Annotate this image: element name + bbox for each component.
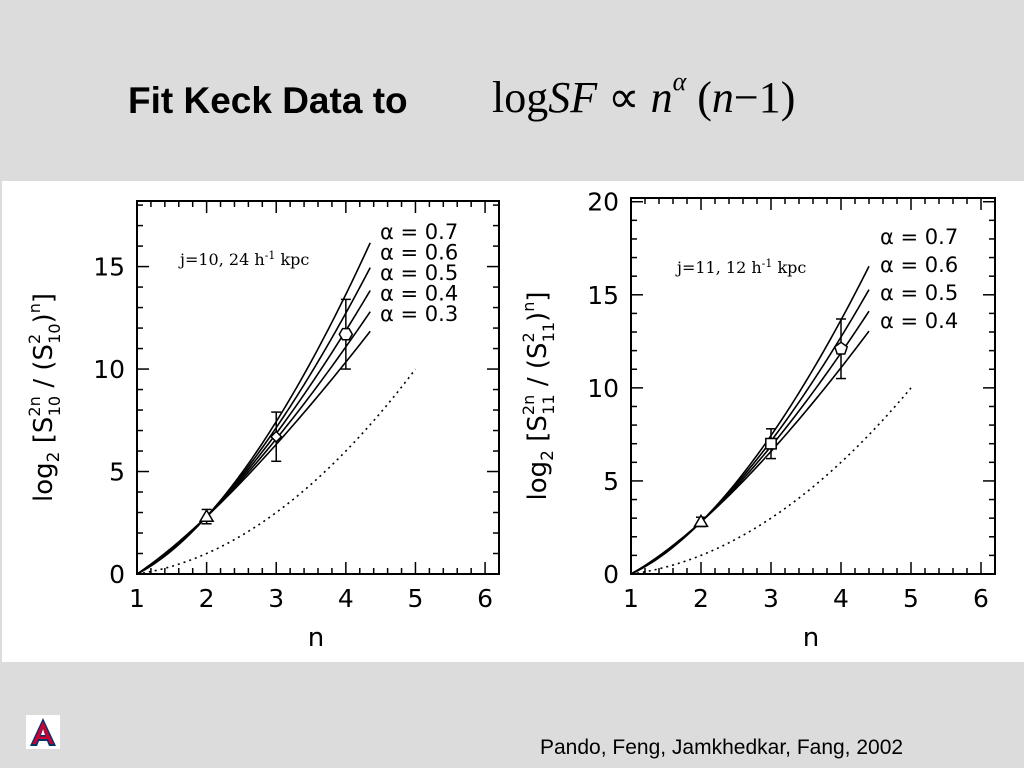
x-tick-label: 6: [973, 584, 989, 613]
citation-text: Pando, Feng, Jamkhedkar, Fang, 2002: [540, 736, 904, 759]
y-tick-label: 20: [587, 188, 619, 217]
legend-entry: α = 0.7: [380, 220, 458, 244]
x-tick-label: 3: [268, 584, 284, 613]
x-axis-label: n: [308, 623, 324, 653]
chart-panel-1: 1 2 3 4 5 6 0 5 10 15 n log2 [S2n10 / (S210)n] α = 0…: [25, 200, 500, 653]
legend-entry: α = 0.4: [880, 309, 958, 333]
title-formula: logSF ∝ nα (n−1): [492, 69, 796, 123]
legend-entry: α = 0.7: [880, 225, 958, 249]
x-tick-label: 4: [338, 584, 354, 613]
data-point-hexagon: [338, 327, 354, 341]
y-axis-label: log2 [S2n10 / (S210)n]: [25, 293, 64, 502]
formula-sf: SF: [548, 73, 598, 122]
legend-entry: α = 0.6: [380, 241, 458, 265]
x-tick-label: 1: [129, 584, 145, 613]
x-axis-label: n: [803, 623, 819, 653]
data-point-square: [765, 437, 777, 450]
scale-annotation: j=11, 12 h-1 kpc: [675, 257, 806, 277]
series-line-alpha-0.4: [630, 330, 870, 575]
formula-log: log: [492, 73, 549, 122]
y-tick-label: 0: [109, 560, 125, 589]
series-line-alpha-0.7: [630, 265, 870, 575]
x-tick-label: 3: [763, 584, 779, 613]
series-line-alpha-0.7: [136, 242, 371, 575]
block-a-logo-icon: [26, 715, 60, 749]
slide-title: Fit Keck Data to logSF ∝ nα (n−1): [0, 60, 1024, 150]
x-tick-label: 5: [408, 584, 424, 613]
legend-entry: α = 0.6: [880, 253, 958, 277]
university-logo: [26, 715, 60, 749]
legend-entry: α = 0.3: [380, 302, 458, 326]
y-tick-label: 10: [587, 374, 619, 403]
y-tick-label: 15: [93, 253, 125, 282]
x-tick-label: 2: [199, 584, 215, 613]
legend-entry: α = 0.5: [880, 281, 958, 305]
data-point-pentagon: [833, 341, 849, 355]
data-point-triangle: [198, 508, 215, 522]
title-text: Fit Keck Data to: [128, 80, 408, 121]
formula-paren-open: (: [697, 73, 712, 122]
figure-panel: 1 2 3 4 5 6 0 5 10 15 n log2 [S2n10 / (S210)n] α = 0…: [2, 181, 1024, 662]
formula-alpha: α: [672, 67, 687, 96]
y-tick-label: 10: [93, 355, 125, 384]
x-tick-label: 4: [833, 584, 849, 613]
formula-prop: ∝: [608, 73, 640, 122]
x-tick-label: 2: [693, 584, 709, 613]
formula-paren-close: ): [780, 73, 796, 122]
x-tick-label: 1: [623, 584, 639, 613]
chart-panel-2: 1 2 3 4 5 6 0 5 10 15 20 n log2 [S2n11 / (S211)n] α =…: [519, 188, 996, 653]
y-tick-label: 0: [603, 560, 619, 589]
legend-entry: α = 0.5: [380, 261, 458, 285]
scale-annotation: j=10, 24 h-1 kpc: [178, 249, 309, 269]
x-tick-label: 5: [903, 584, 919, 613]
series-line-alpha-0.4: [136, 311, 371, 575]
y-tick-label: 15: [587, 281, 619, 310]
formula-one: 1: [758, 73, 781, 122]
y-tick-label: 5: [109, 458, 125, 487]
data-point-diamond: [269, 430, 283, 443]
x-tick-label: 6: [477, 584, 493, 613]
y-tick-label: 5: [603, 467, 619, 496]
legend-entry: α = 0.4: [380, 282, 458, 306]
data-point-triangle: [693, 513, 709, 528]
formula-n: n: [650, 73, 673, 122]
formula-minus: −: [733, 73, 759, 122]
formula-n2: n: [711, 73, 734, 122]
series-line-alpha-0.3: [136, 330, 371, 575]
y-axis-label: log2 [S2n11 / (S211)n]: [519, 291, 558, 500]
